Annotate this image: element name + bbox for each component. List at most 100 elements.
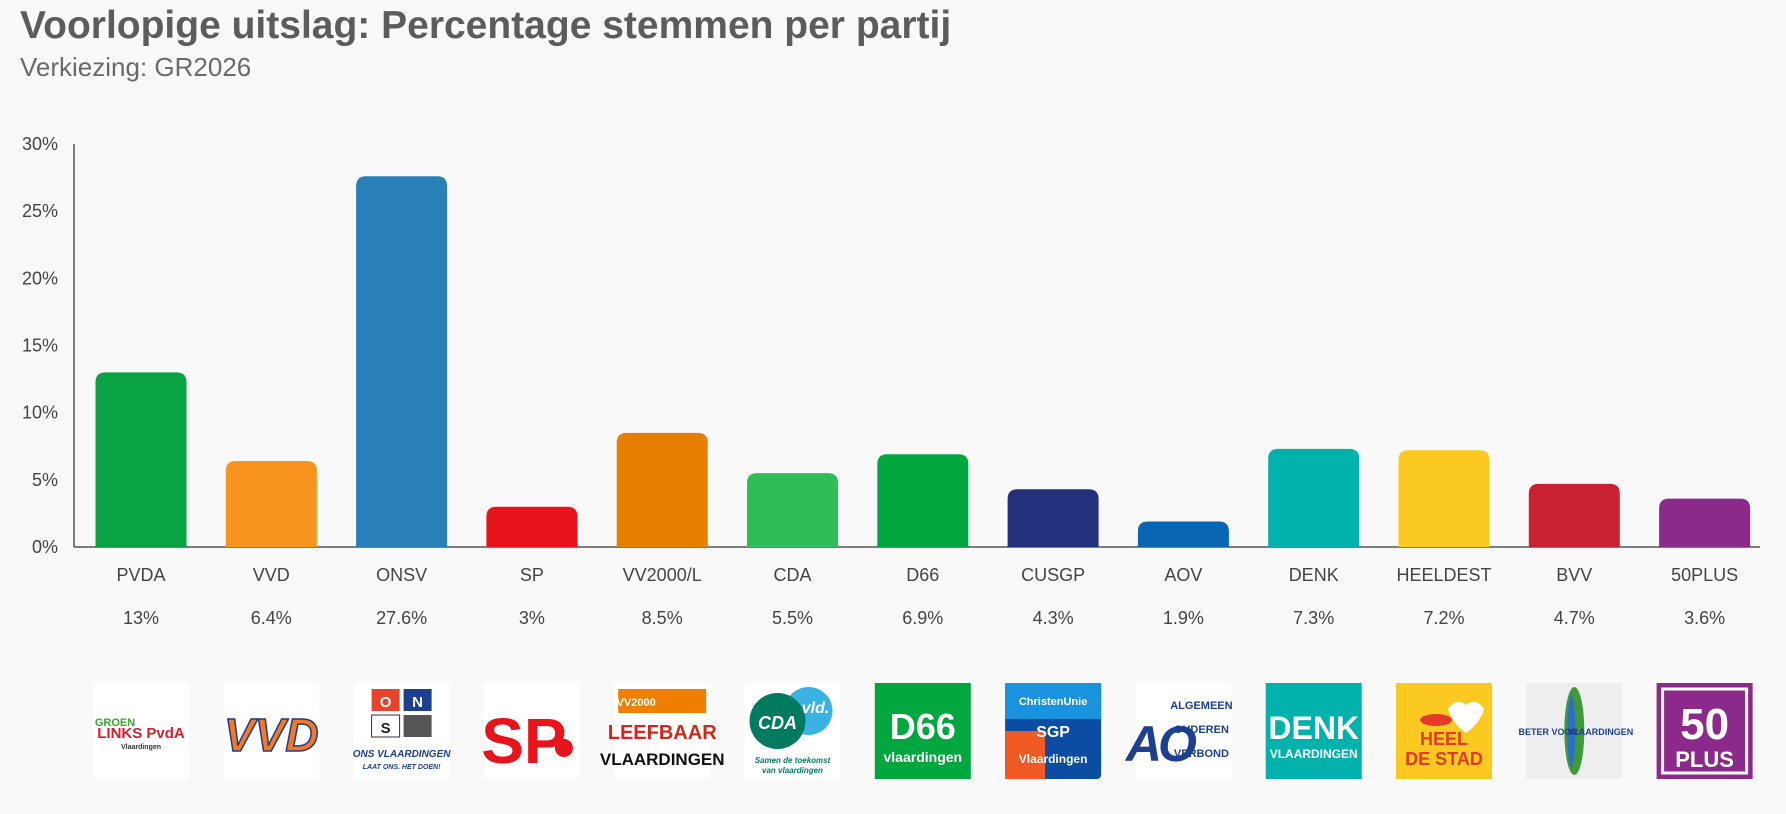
logo-text: SGP [1036,724,1070,741]
bar-aov[interactable] [1137,521,1229,547]
logo-text: Vlaardingen [1019,752,1088,766]
category-label: SP [520,565,544,585]
bar-cda[interactable] [747,473,838,547]
bar-sp[interactable] [486,506,578,547]
logo-text: van vlaardingen [762,766,823,775]
logo-text: HEEL [1420,729,1468,749]
category-label: CDA [773,565,811,585]
logo-text: AO [1124,716,1197,772]
category-label: VVD [253,565,290,585]
logo-text: VV2000 [617,697,656,709]
logo-text: OUDEREN [1174,724,1229,736]
50plus-logo: 50PLUS [1656,683,1753,779]
bar-denk[interactable] [1268,448,1360,547]
category-label: BVV [1556,565,1592,585]
category-label: AOV [1164,565,1202,585]
value-label: 7.3% [1293,608,1334,628]
sp-logo: SP [481,683,580,779]
value-label: 7.2% [1423,608,1464,628]
y-tick-label: 25% [22,201,58,221]
logo-text: SP [481,705,566,777]
value-label: 4.7% [1554,608,1595,628]
bar-bvv[interactable] [1528,483,1620,547]
bar-50plus[interactable] [1659,498,1751,547]
category-label: PVDA [116,565,165,585]
category-label: VV2000/L [623,565,702,585]
value-label: 4.3% [1033,608,1074,628]
vvd-logo: VVD [223,683,319,779]
leefbaar-vlaardingen-logo: VV2000 LEEFBAAR VLAARDINGEN [600,683,725,779]
logo-text: VERBOND [1174,748,1229,760]
y-tick-label: 5% [32,470,58,490]
logo-text: DENK [1268,710,1359,746]
chart-title: Voorlopige uitslag: Percentage stemmen p… [20,4,952,47]
logo-text: 50 [1680,700,1729,749]
category-label: D66 [906,565,939,585]
value-labels: 13% 6.4% 27.6% 3% 8.5% 5.5% 6.9% 4.3% 1.9% 7.3% 7.… [123,608,1725,628]
logo-text: ChristenUnie [1019,696,1087,708]
y-tick-label: 0% [32,537,58,557]
logo-text: VLAARDINGEN [1567,727,1633,737]
value-label: 27.6% [376,608,427,628]
y-axis: 0% 5% 10% 15% 20% 25% 30% [22,134,1760,557]
value-label: 13% [123,608,159,628]
y-tick-label: 30% [22,134,58,154]
logo-text: Samen de toekomst [755,756,831,765]
logo-text: PLUS [1675,747,1734,772]
logo-text: LINKS PvdA [97,725,185,742]
bar-vvd[interactable] [225,461,317,547]
logo-text: N [412,694,423,711]
logo-text: LEEFBAAR [608,722,717,744]
logo-text: DE STAD [1405,749,1483,769]
logo-text: LAAT ONS. HET DOEN! [363,764,441,771]
logo-text: GROEN [95,717,135,729]
category-label: DENK [1289,565,1339,585]
d66-logo: D66 vlaardingen [874,683,971,779]
bar-d66[interactable] [877,454,969,547]
logo-text: D66 [890,706,956,747]
logo-text: CDA [758,713,797,733]
value-label: 8.5% [642,608,683,628]
value-label: 3.6% [1684,608,1725,628]
bar-vv2000-l[interactable] [616,432,708,547]
category-labels: PVDA VVD ONSV SP VV2000/L CDA D66 CUSGP AOV DENK H… [116,565,1738,585]
bars [95,176,1751,548]
logo-text: vld. [802,700,830,717]
logo-text: BETER VOOR [1519,727,1579,737]
logo-text: Vlaardingen [121,744,161,751]
y-tick-label: 20% [22,268,58,288]
bar-heeldest[interactable] [1398,450,1490,547]
logo-text: ALGEMEEN [1170,700,1232,712]
christenunie-sgp-logo: ChristenUnie SGP Vlaardingen [1005,683,1102,779]
bar-onsv[interactable] [356,176,448,548]
logo-text: VLAARDINGEN [600,750,725,769]
value-label: 5.5% [772,608,813,628]
logo-text: ONS VLAARDINGEN [353,749,452,760]
chart-subtitle: Verkiezing: GR2026 [20,52,252,82]
y-tick-label: 10% [22,403,58,423]
aov-logo: AO ALGEMEEN OUDEREN VERBOND [1124,683,1233,779]
logo-text: vlaardingen [884,749,963,765]
logo-text: S [381,720,391,737]
bar-cusgp[interactable] [1007,489,1099,547]
logo-text: VVD [224,709,319,761]
bar-pvda[interactable] [95,372,187,547]
y-tick-label: 15% [22,336,58,356]
heel-de-stad-logo: HEELDE STAD [1396,683,1492,779]
value-label: 6.4% [251,608,292,628]
value-label: 6.9% [902,608,943,628]
category-label: HEELDEST [1396,565,1491,585]
ons-vlaardingen-logo: O N S ONS VLAARDINGEN LAAT ONS. HET DOEN! [353,683,452,779]
value-label: 1.9% [1163,608,1204,628]
logo-text: VLAARDINGEN [1270,747,1358,761]
category-label: CUSGP [1021,565,1085,585]
value-label: 3% [519,608,545,628]
category-label: ONSV [376,565,427,585]
category-label: 50PLUS [1671,565,1738,585]
